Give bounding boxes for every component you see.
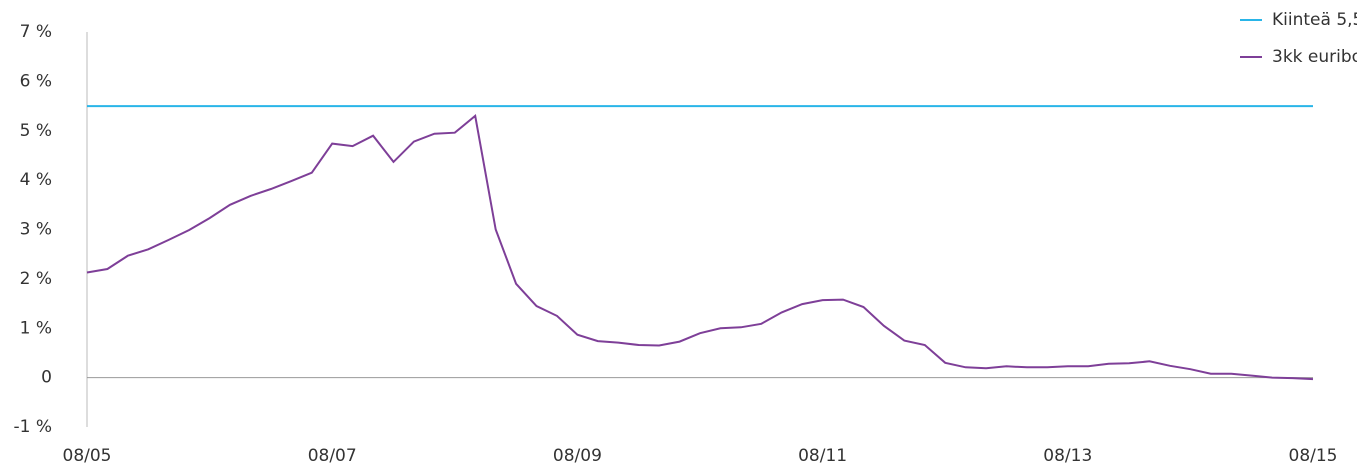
legend-label: 3kk euribor bbox=[1272, 47, 1357, 67]
y-tick-label: 0 bbox=[41, 368, 52, 388]
x-tick-label: 08/05 bbox=[63, 446, 112, 466]
x-tick-label: 08/07 bbox=[308, 446, 357, 466]
x-tick-label: 08/11 bbox=[798, 446, 847, 466]
x-tick-label: 08/13 bbox=[1043, 446, 1092, 466]
y-tick-label: 6 % bbox=[20, 71, 52, 91]
y-tick-label: 1 % bbox=[20, 318, 52, 338]
y-tick-label: 2 % bbox=[20, 269, 52, 289]
x-tick-label: 08/15 bbox=[1289, 446, 1338, 466]
y-tick-label: -1 % bbox=[13, 417, 52, 437]
legend-label: Kiinteä 5,5 % p.a. bbox=[1272, 10, 1357, 30]
series-line bbox=[86, 114, 1314, 381]
y-tick-label: 4 % bbox=[20, 170, 52, 190]
y-tick-label: 7 % bbox=[20, 22, 52, 42]
y-tick-label: 5 % bbox=[20, 121, 52, 141]
x-tick-label: 08/09 bbox=[553, 446, 602, 466]
y-tick-label: 3 % bbox=[20, 220, 52, 240]
